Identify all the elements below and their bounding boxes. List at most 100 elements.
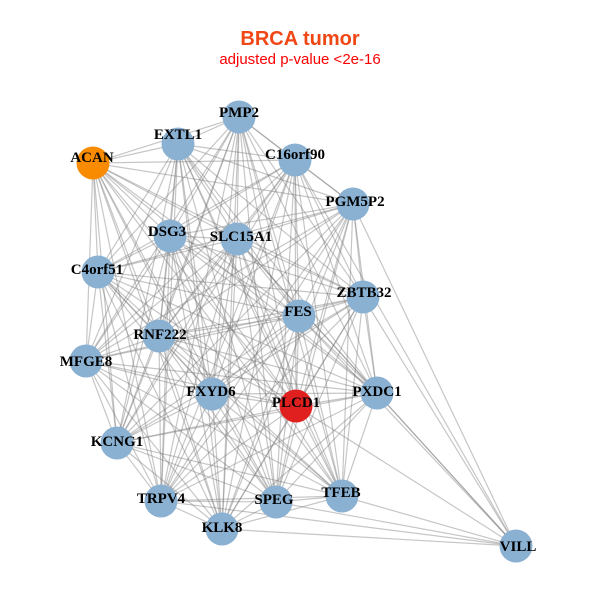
edge-ACAN-SLC15A1: [92, 162, 238, 240]
edge-ZBTB32-SPEG: [275, 296, 364, 503]
edge-EXTL1-MFGE8: [85, 143, 179, 362]
edge-VILL-ZBTB32: [362, 296, 517, 547]
edge-VILL-SPEG: [275, 501, 517, 547]
edge-PGM5P2-PLCD1: [295, 203, 354, 407]
edge-FXYD6-SPEG: [211, 393, 277, 503]
node-label-PXDC1: PXDC1: [352, 384, 401, 400]
network-node-EXTL1: [161, 127, 195, 161]
edge-MFGE8-KLK8: [85, 360, 223, 530]
edge-PLCD1-TFEB: [295, 405, 343, 497]
edge-C16orf90-PLCD1: [294, 159, 297, 407]
edge-ACAN-TFEB: [92, 162, 343, 497]
edge-KCNG1-KLK8: [116, 442, 223, 530]
edge-RNF222-SPEG: [158, 335, 277, 503]
edge-MFGE8-PLCD1: [85, 360, 297, 407]
edge-MFGE8-FXYD6: [85, 360, 213, 395]
edge-EXTL1-KCNG1: [116, 143, 179, 444]
network-node-PMP2: [222, 100, 256, 134]
network-node-C4orf51: [81, 255, 115, 289]
edge-PGM5P2-TRPV4: [160, 203, 354, 502]
edge-ZBTB32-TRPV4: [160, 296, 364, 502]
edge-FXYD6-KLK8: [211, 393, 223, 530]
edge-VILL-TFEB: [341, 495, 517, 547]
node-label-SLC15A1: SLC15A1: [210, 229, 273, 245]
edge-DSG3-RNF222: [158, 235, 171, 337]
edge-PMP2-FES: [238, 116, 300, 317]
edge-DSG3-PLCD1: [169, 235, 297, 407]
edge-EXTL1-C16orf90: [177, 143, 296, 161]
node-label-TFEB: TFEB: [321, 485, 360, 501]
edge-SLC15A1-RNF222: [158, 238, 238, 337]
edge-FES-MFGE8: [85, 315, 300, 362]
edge-KCNG1-TFEB: [116, 442, 343, 497]
edge-MFGE8-SPEG: [85, 360, 277, 503]
edge-PMP2-KLK8: [221, 116, 240, 530]
edge-DSG3-FXYD6: [169, 235, 213, 395]
edge-ZBTB32-TFEB: [341, 296, 364, 497]
edge-DSG3-TFEB: [169, 235, 343, 497]
edge-PXDC1-TRPV4: [160, 392, 378, 502]
edge-EXTL1-KLK8: [177, 143, 223, 530]
edge-ZBTB32-MFGE8: [85, 296, 364, 362]
edge-PMP2-SPEG: [238, 116, 277, 503]
network-node-RNF222: [142, 319, 176, 353]
edge-SLC15A1-FXYD6: [211, 238, 238, 395]
edge-FES-PXDC1: [298, 315, 378, 394]
edge-C4orf51-KLK8: [97, 271, 223, 530]
edge-ACAN-DSG3: [92, 162, 171, 237]
edge-C16orf90-TFEB: [294, 159, 343, 497]
edge-FES-FXYD6: [211, 315, 300, 395]
edge-C16orf90-PXDC1: [294, 159, 378, 394]
plot-subtitle: adjusted p-value <2e-16: [219, 51, 380, 68]
node-label-DSG3: DSG3: [148, 224, 186, 240]
edge-EXTL1-FXYD6: [177, 143, 213, 395]
node-label-KLK8: KLK8: [202, 520, 243, 536]
edge-VILL-C16orf90: [294, 159, 517, 547]
edge-ZBTB32-KCNG1: [116, 296, 364, 444]
edge-ACAN-FXYD6: [92, 162, 213, 395]
edge-ACAN-C16orf90: [92, 159, 296, 164]
edge-PGM5P2-SPEG: [275, 203, 354, 503]
edge-VILL-PLCD1: [295, 405, 517, 547]
edge-C4orf51-SPEG: [97, 271, 277, 503]
edge-EXTL1-PGM5P2: [177, 143, 354, 205]
edge-EXTL1-SPEG: [177, 143, 277, 503]
node-label-C4orf51: C4orf51: [71, 262, 124, 278]
network-node-MFGE8: [69, 344, 103, 378]
node-label-SPEG: SPEG: [254, 492, 294, 508]
edge-RNF222-TRPV4: [158, 335, 162, 502]
node-label-TRPV4: TRPV4: [137, 491, 186, 507]
edge-RNF222-KLK8: [158, 335, 223, 530]
edge-ACAN-PXDC1: [92, 162, 378, 394]
edge-PXDC1-KCNG1: [116, 392, 378, 444]
edge-ZBTB32-FXYD6: [211, 296, 364, 395]
edge-EXTL1-C4orf51: [97, 143, 179, 273]
edge-EXTL1-SLC15A1: [177, 143, 238, 240]
network-node-TFEB: [325, 479, 359, 513]
nodes-layer: [69, 100, 533, 563]
edge-PXDC1-KLK8: [221, 392, 378, 530]
network-node-PGM5P2: [336, 187, 370, 221]
node-label-EXTL1: EXTL1: [154, 127, 202, 143]
edge-DSG3-MFGE8: [85, 235, 171, 362]
edge-PGM5P2-KCNG1: [116, 203, 354, 444]
network-node-KLK8: [205, 512, 239, 546]
edge-PMP2-PXDC1: [238, 116, 378, 394]
network-node-ACAN: [76, 146, 110, 180]
edge-DSG3-PXDC1: [169, 235, 378, 394]
edge-ACAN-TRPV4: [92, 162, 162, 502]
edge-C16orf90-FES: [294, 159, 300, 317]
node-label-RNF222: RNF222: [133, 327, 186, 343]
edge-DSG3-SPEG: [169, 235, 277, 503]
edge-FES-RNF222: [158, 315, 300, 337]
edge-PMP2-PLCD1: [238, 116, 297, 407]
edge-KCNG1-SPEG: [116, 442, 277, 503]
edge-VILL-KLK8: [221, 528, 517, 547]
edge-MFGE8-PXDC1: [85, 360, 378, 394]
node-label-MFGE8: MFGE8: [60, 354, 113, 370]
edge-SLC15A1-ZBTB32: [236, 238, 364, 298]
edge-EXTL1-ZBTB32: [177, 143, 364, 298]
edge-EXTL1-TRPV4: [160, 143, 179, 502]
edge-ZBTB32-RNF222: [158, 296, 364, 337]
